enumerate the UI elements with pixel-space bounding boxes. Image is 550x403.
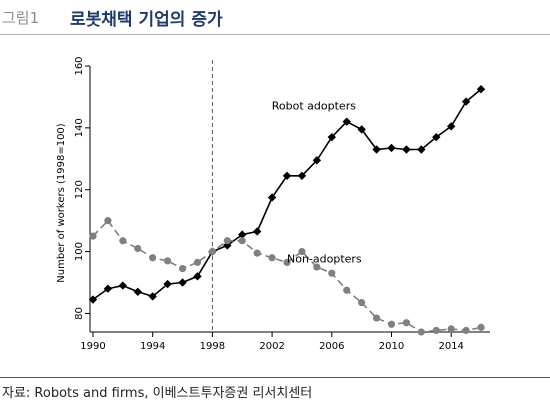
data-point-robot-adopters [297,171,307,181]
data-point-non-adopters [387,320,396,328]
data-point-robot-adopters [252,227,262,236]
data-point-non-adopters [178,264,187,273]
y-tick-label: 160 [74,56,85,75]
data-point-non-adopters [134,244,142,253]
data-point-non-adopters [432,326,440,335]
data-point-robot-adopters [342,117,351,126]
data-point-robot-adopters [148,292,157,301]
data-point-robot-adopters [267,193,277,202]
source-note: 자료: Robots and firms, 이베스트투자증권 리서치센터 [2,386,313,401]
figure-label: 그림1 [2,9,40,27]
data-point-robot-adopters [118,281,128,290]
data-point-non-adopters [253,249,261,257]
y-tick-label: 140 [74,118,85,137]
data-point-non-adopters [298,247,306,256]
data-point-non-adopters [268,254,276,262]
data-point-robot-adopters [88,295,98,304]
data-point-non-adopters [104,217,112,225]
figure-header: 그림1 로봇채택 기업의 증가 [0,0,550,40]
data-point-non-adopters [283,258,291,267]
data-point-non-adopters [372,314,381,322]
data-point-non-adopters [193,258,202,267]
footer-divider [0,377,550,378]
data-point-robot-adopters [461,97,471,106]
data-point-non-adopters [477,323,485,331]
data-point-non-adopters [447,325,455,333]
data-point-non-adopters [164,257,172,265]
header-divider [0,34,550,35]
data-point-robot-adopters [133,287,142,296]
y-tick-label: 80 [74,307,85,320]
x-tick-label: 2006 [319,341,344,352]
y-tick-label: 100 [74,242,85,261]
axes: 1990 1994 1998 2002 2006 2010 2014 80 100 120 140 1… [56,56,490,352]
data-point-non-adopters [358,299,366,307]
data-point-non-adopters [328,269,336,277]
data-point-robot-adopters [446,122,456,131]
series-label-robot-adopters: Robot adopters [272,99,356,112]
data-point-non-adopters [223,237,231,245]
line-chart: 1990 1994 1998 2002 2006 2010 2014 80 100 120 140 1… [56,56,490,352]
x-tick-label: 1990 [80,341,105,352]
data-point-robot-adopters [432,132,441,142]
data-point-non-adopters [402,319,411,327]
x-tick-label: 1994 [140,341,165,352]
data-point-non-adopters [462,326,470,335]
x-tick-label: 2014 [438,341,463,352]
data-point-robot-adopters [476,84,486,94]
data-point-robot-adopters [312,156,322,165]
data-point-robot-adopters [357,125,366,134]
data-point-robot-adopters [387,143,396,153]
data-point-robot-adopters [238,230,247,239]
x-tick-label: 2010 [379,341,404,352]
label-layer: Robot adopters Non-adopters [272,99,362,265]
data-point-non-adopters [238,237,246,245]
data-point-robot-adopters [282,171,292,181]
data-point-non-adopters [149,254,157,262]
plot-area [90,66,490,332]
data-point-non-adopters [343,286,351,294]
data-point-non-adopters [119,237,127,245]
y-tick-label: 120 [74,180,85,199]
data-point-non-adopters [417,328,425,336]
data-point-robot-adopters [327,132,336,142]
series-label-non-adopters: Non-adopters [287,252,362,265]
figure-title: 로봇채택 기업의 증가 [70,10,223,30]
data-point-non-adopters [313,263,321,271]
data-point-non-adopters [89,232,97,240]
y-axis-title: Number of workers (1998=100) [56,123,67,282]
x-tick-label: 2002 [259,341,284,352]
series-layer [88,84,486,336]
data-point-robot-adopters [103,284,113,293]
data-point-robot-adopters [193,272,202,281]
x-tick-label: 1998 [200,341,225,352]
data-point-non-adopters [208,247,216,256]
